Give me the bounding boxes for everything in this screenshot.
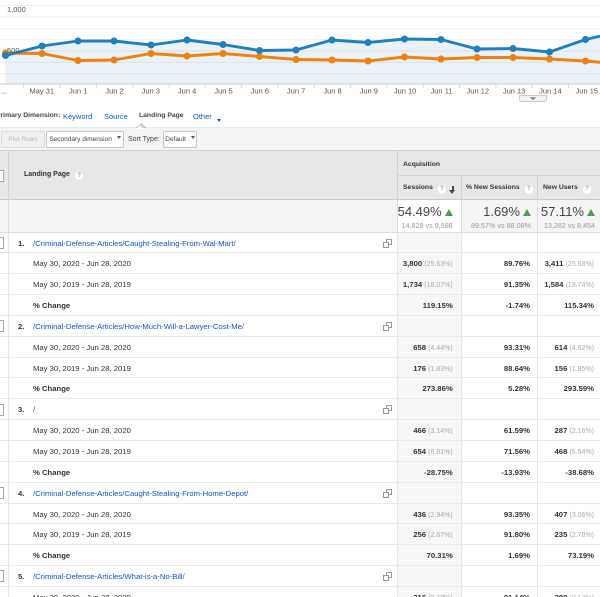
- svg-text:Jun 9: Jun 9: [360, 87, 378, 96]
- svg-text:...: ...: [1, 87, 7, 96]
- svg-text:Jun 7: Jun 7: [287, 87, 305, 96]
- svg-text:Jun 6: Jun 6: [251, 87, 269, 96]
- svg-text:1,000: 1,000: [7, 5, 26, 14]
- svg-text:Jun 15: Jun 15: [576, 87, 599, 96]
- svg-text:Jun 4: Jun 4: [178, 87, 196, 96]
- svg-text:Jun 12: Jun 12: [467, 87, 490, 96]
- svg-text:Jun 13: Jun 13: [503, 87, 526, 96]
- svg-text:May 31: May 31: [29, 87, 54, 96]
- svg-text:Jun 14: Jun 14: [539, 87, 562, 96]
- svg-text:Jun 3: Jun 3: [142, 87, 160, 96]
- svg-text:500: 500: [7, 46, 20, 55]
- svg-text:Jun 5: Jun 5: [214, 87, 232, 96]
- svg-text:Jun 10: Jun 10: [394, 87, 417, 96]
- svg-text:Jun 8: Jun 8: [323, 87, 341, 96]
- svg-text:Jun 11: Jun 11: [431, 87, 453, 96]
- svg-text:Jun 2: Jun 2: [105, 87, 123, 96]
- svg-text:Jun 1: Jun 1: [69, 87, 87, 96]
